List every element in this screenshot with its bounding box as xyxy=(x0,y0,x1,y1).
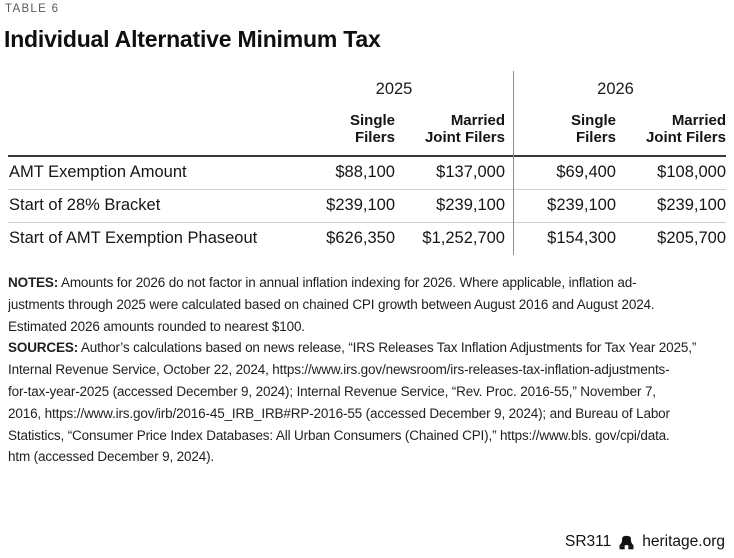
notes-text: Amounts for 2026 do not factor in annual… xyxy=(8,275,655,334)
col-header-2026-single: Single Filers xyxy=(570,112,616,146)
footer: SR311 heritage.org xyxy=(565,533,725,551)
year-header-2025: 2025 xyxy=(375,80,413,98)
row-value: $108,000 xyxy=(657,163,726,181)
report-id: SR311 xyxy=(565,533,612,550)
notes-paragraph: NOTES: Amounts for 2026 do not factor in… xyxy=(8,272,726,337)
year-header-2026: 2026 xyxy=(597,80,634,98)
row-value: $239,100 xyxy=(326,196,395,214)
table-row: Start of AMT Exemption Phaseout $626,350 $… xyxy=(8,222,726,255)
row-value: $239,100 xyxy=(547,196,616,214)
page-title: Individual Alternative Minimum Tax xyxy=(4,26,381,52)
year-column-divider xyxy=(513,71,514,255)
row-value: $626,350 xyxy=(326,229,395,247)
liberty-bell-icon xyxy=(618,535,635,550)
row-label: Start of AMT Exemption Phaseout xyxy=(9,229,258,247)
sources-label: SOURCES: xyxy=(8,340,79,356)
row-value: $239,100 xyxy=(657,196,726,214)
notes-label: NOTES: xyxy=(8,275,59,290)
label-column-spacer xyxy=(8,112,283,146)
col-header-2025-single: Single Filers xyxy=(349,112,395,146)
row-value: $69,400 xyxy=(556,163,616,181)
amt-table: 2025 2026 Single Filers Married Joint Fi… xyxy=(0,71,734,255)
table-eyebrow: TABLE 6 xyxy=(5,3,60,15)
year-header-row: 2025 2026 xyxy=(8,80,726,99)
table-row: AMT Exemption Amount $88,100 $137,000 $69,4… xyxy=(8,157,726,189)
row-value: $239,100 xyxy=(436,196,505,214)
row-value: $1,252,700 xyxy=(422,229,505,247)
row-value: $205,700 xyxy=(657,229,726,247)
col-header-2025-married: Married Joint Filers xyxy=(424,112,505,146)
row-value: $88,100 xyxy=(335,163,395,181)
site-url: heritage.org xyxy=(642,533,725,550)
table-row: Start of 28% Bracket $239,100 $239,100 $239… xyxy=(8,189,726,222)
label-column-spacer xyxy=(8,80,283,99)
col-header-2026-married: Married Joint Filers xyxy=(645,112,726,146)
row-value: $154,300 xyxy=(547,229,616,247)
table-body: AMT Exemption Amount $88,100 $137,000 $69,4… xyxy=(8,157,726,255)
sources-paragraph: SOURCES: Author’s calculations based on … xyxy=(8,337,726,468)
sub-header-row: Single Filers Married Joint Filers Singl… xyxy=(8,112,726,157)
row-label: AMT Exemption Amount xyxy=(9,163,187,181)
sources-text: Author’s calculations based on news rele… xyxy=(8,340,697,465)
row-label: Start of 28% Bracket xyxy=(9,196,161,214)
row-value: $137,000 xyxy=(436,163,505,181)
